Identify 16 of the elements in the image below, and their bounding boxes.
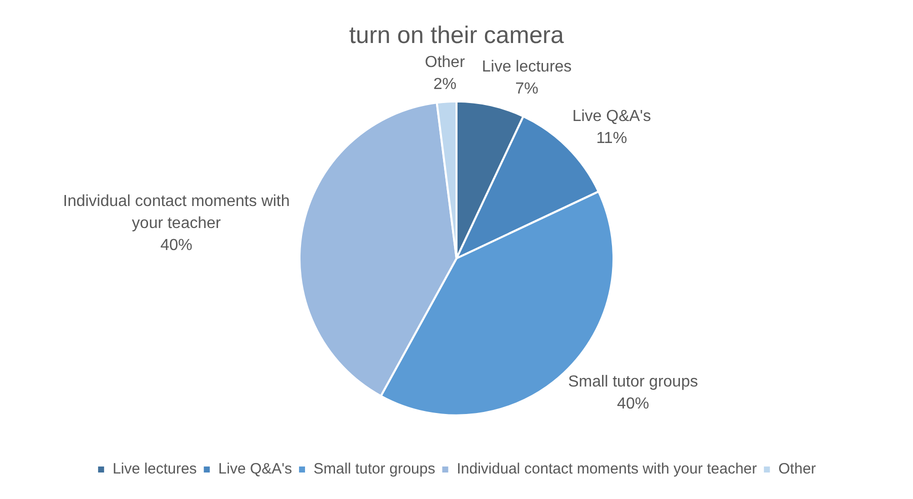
- data-label: 11%: [596, 130, 628, 147]
- slice-label: Live Q&A's: [572, 108, 651, 125]
- legend-label: Other: [778, 460, 816, 478]
- data-label: 40%: [160, 237, 192, 254]
- slice-label: Live lectures: [482, 58, 572, 76]
- data-label: 7%: [515, 80, 538, 98]
- legend-label: Live lectures: [112, 460, 197, 478]
- legend-label: Live Q&A's: [218, 460, 292, 478]
- legend-label: Small tutor groups: [314, 460, 436, 478]
- legend-label: Individual contact moments with your teacher: [456, 460, 757, 478]
- slice-label: Individual contact moments with your teacher: [63, 193, 290, 232]
- data-label: 40%: [617, 396, 650, 413]
- slice-label: Small tutor groups: [568, 374, 698, 391]
- slice-label: Other: [424, 54, 466, 72]
- chart-title: turn on their camera: [349, 22, 565, 50]
- data-label: 2%: [433, 76, 456, 94]
